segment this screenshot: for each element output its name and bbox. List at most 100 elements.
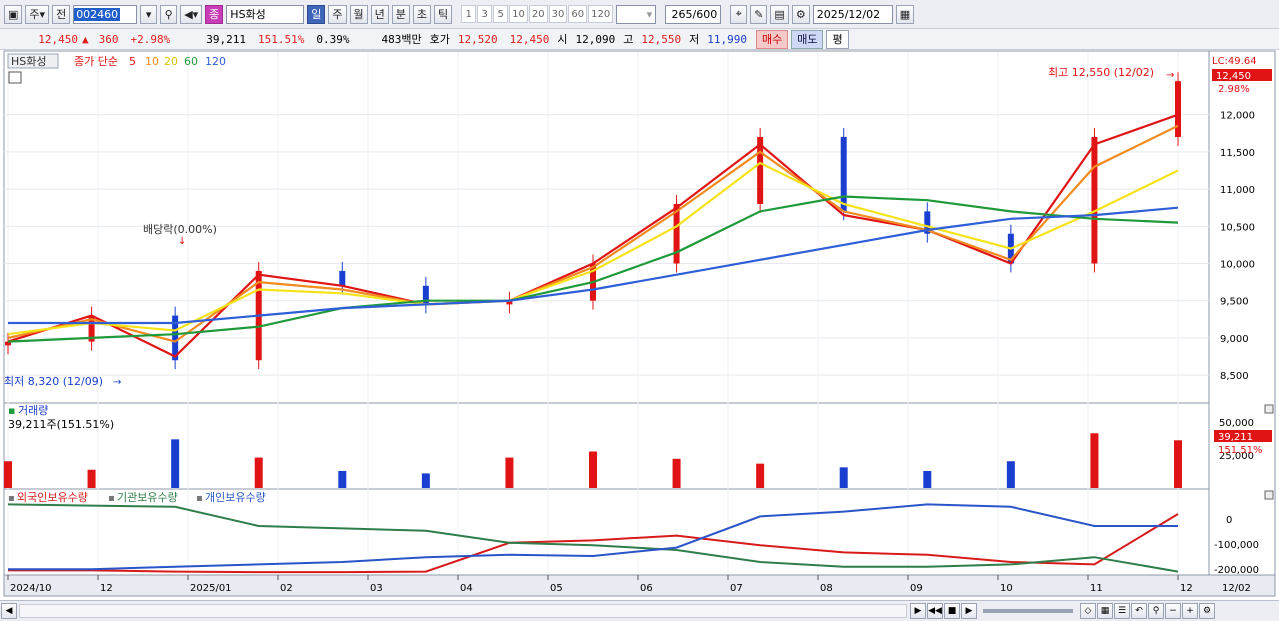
code-dropdown-icon[interactable]: ▾ xyxy=(140,4,158,24)
restore-icon[interactable]: ◇ xyxy=(1080,603,1096,619)
interval-5[interactable]: 5 xyxy=(493,5,509,23)
price-y-tick: 8,500 xyxy=(1220,371,1249,382)
volume-maximize-icon[interactable] xyxy=(1264,404,1274,414)
avg-button[interactable]: 평 xyxy=(826,29,849,49)
interval-20[interactable]: 20 xyxy=(528,5,548,23)
interval-120[interactable]: 120 xyxy=(588,5,614,23)
period-a-select[interactable]: 주 ▾ xyxy=(25,4,50,24)
period-second[interactable]: 초 xyxy=(412,4,432,24)
candle-body xyxy=(757,136,764,204)
price-y-tick: 9,500 xyxy=(1220,297,1249,308)
volume-tick-1: 25,000 xyxy=(1219,451,1254,462)
holder-marker-icon-3: ▪ xyxy=(196,493,203,504)
holder-maximize-icon[interactable] xyxy=(1264,490,1274,500)
candle-body xyxy=(1091,136,1098,264)
volume-bar xyxy=(421,473,430,488)
settings-icon[interactable]: ⚙ xyxy=(791,4,810,24)
count-field[interactable]: 265/600 xyxy=(665,4,722,24)
candle-body xyxy=(422,285,429,305)
stock-name-field[interactable]: HS화성 xyxy=(226,4,305,24)
holder-panel[interactable] xyxy=(3,488,1210,576)
period-week[interactable]: 주 xyxy=(328,4,347,24)
x-axis-label: 08 xyxy=(820,583,833,594)
play-icon[interactable]: ▶ xyxy=(961,603,977,619)
price-tag-pct: 2.98% xyxy=(1218,84,1250,95)
ma-period-20: 20 xyxy=(164,55,178,68)
zoom-icon[interactable]: ⚲ xyxy=(1148,603,1164,619)
holder-line-개인보유수량 xyxy=(8,503,1178,571)
scroll-left-icon[interactable]: ◀ xyxy=(1,603,17,619)
legend-individual: 개인보유수량 xyxy=(205,491,266,504)
holder-tick-0: 0 xyxy=(1226,515,1232,526)
scroll-right-icon[interactable]: ▶ xyxy=(910,603,926,619)
grid-toggle-icon[interactable] xyxy=(8,71,22,84)
toolbar: ▣ 주 ▾ 전 002460 ▾ ⚲ ◀▾ 종 HS화성 일 주 월 년 분 초 … xyxy=(0,0,1279,29)
tile-icon[interactable]: ▦ xyxy=(1097,603,1113,619)
price-tag xyxy=(1212,69,1272,81)
date-field[interactable]: 2025/12/02 xyxy=(812,4,893,24)
volume-tag xyxy=(1214,430,1272,442)
interval-custom-input[interactable]: ▾ xyxy=(616,4,657,24)
holder-marker-icon-1: ▪ xyxy=(8,493,15,504)
save-icon[interactable]: ▤ xyxy=(770,4,789,24)
window-icon[interactable]: ▣ xyxy=(4,4,23,24)
volume-bar xyxy=(1174,440,1182,488)
plus-icon[interactable]: + xyxy=(1182,603,1198,619)
period-a-label: 주 xyxy=(29,8,40,21)
x-axis-label: 06 xyxy=(640,583,653,594)
low-arrow-icon: → xyxy=(113,377,121,388)
volume-ratio: 151.51% xyxy=(258,32,305,46)
volume-bar xyxy=(171,439,180,488)
sell-button[interactable]: 매도 xyxy=(791,29,824,49)
crosshair-icon[interactable]: ⌖ xyxy=(730,4,748,24)
list-icon[interactable]: ☰ xyxy=(1114,603,1130,619)
interval-60[interactable]: 60 xyxy=(568,5,588,23)
quote-bar: 12,450 ▲ 360 +2.98% 39,211 151.51% 0.39%… xyxy=(0,29,1279,50)
candle-body xyxy=(339,270,346,286)
interval-3[interactable]: 3 xyxy=(477,5,493,23)
period-year[interactable]: 년 xyxy=(370,4,389,24)
low-price: 11,990 xyxy=(707,32,747,46)
calendar-icon[interactable]: ▦ xyxy=(895,4,915,24)
price-panel[interactable] xyxy=(3,50,1210,404)
speaker-icon[interactable]: ◀▾ xyxy=(180,4,203,24)
scroll-bar: ◀ ▶ ◀◀ ■ ▶ ◇ ▦ ☰ ↶ ⚲ − + ⚙ xyxy=(0,600,1279,621)
volume-bar xyxy=(589,451,597,488)
high-label: 고 xyxy=(623,33,634,46)
gear-icon[interactable]: ⚙ xyxy=(1199,603,1215,619)
up-arrow-icon: ▲ xyxy=(82,32,89,46)
zoom-slider[interactable] xyxy=(983,609,1073,613)
period-day[interactable]: 일 xyxy=(307,4,326,24)
interval-10[interactable]: 10 xyxy=(509,5,528,23)
bid-price: 12,450 xyxy=(509,32,550,46)
volume-value-label: 39,211주(151.51%) xyxy=(8,418,114,431)
period-minute[interactable]: 분 xyxy=(391,4,410,24)
volume-panel[interactable] xyxy=(3,402,1210,490)
interval-1[interactable]: 1 xyxy=(461,5,477,23)
price-tag-value: 12,450 xyxy=(1216,71,1251,82)
minus-icon[interactable]: − xyxy=(1165,603,1181,619)
stock-title-box xyxy=(7,53,59,69)
high-price: 12,550 xyxy=(641,32,682,46)
period-tick[interactable]: 틱 xyxy=(434,4,453,24)
rewind-icon[interactable]: ◀◀ xyxy=(927,603,943,619)
stop-icon[interactable]: ■ xyxy=(944,603,960,619)
ma-line-10 xyxy=(7,124,1179,343)
price-change-pct: +2.98% xyxy=(130,32,171,46)
candle-body xyxy=(506,300,513,305)
buy-button[interactable]: 매수 xyxy=(755,29,789,49)
search-icon[interactable]: ⚲ xyxy=(160,4,178,24)
undo-icon[interactable]: ↶ xyxy=(1131,603,1147,619)
volume-marker-icon: ▪ xyxy=(8,404,15,417)
stock-chart[interactable]: →→↓ 2024/10 12 2025/01 02 03 04 05 06 07 08 09 10 11… xyxy=(0,50,1279,600)
volume-bar xyxy=(254,457,263,488)
draw-icon[interactable]: ✎ xyxy=(750,4,768,24)
low-label: 저 xyxy=(689,33,700,46)
scroll-track[interactable] xyxy=(19,604,907,618)
period-month[interactable]: 월 xyxy=(349,4,368,24)
market-badge: 종 xyxy=(205,4,224,24)
stock-code-input[interactable]: 002460 xyxy=(73,4,138,24)
open-label: 시 xyxy=(557,33,568,46)
interval-30[interactable]: 30 xyxy=(548,5,568,23)
prev-button[interactable]: 전 xyxy=(52,4,71,24)
